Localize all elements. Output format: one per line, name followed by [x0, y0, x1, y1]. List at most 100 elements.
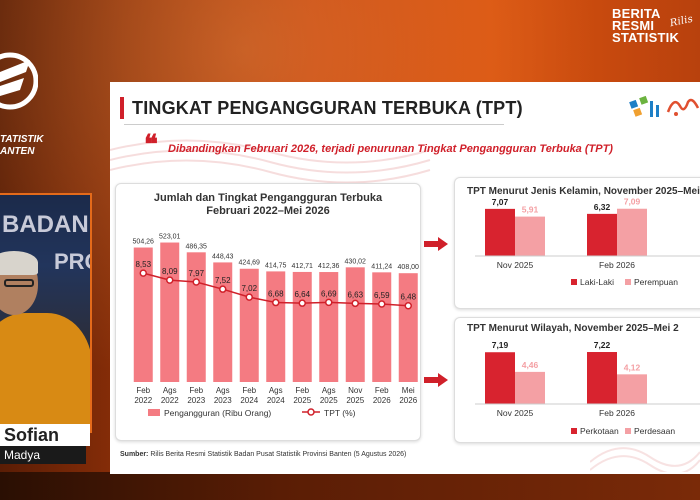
tpt-point: [272, 298, 280, 307]
bar-value-label: 523,01: [159, 234, 181, 241]
x-tick-label: Ags: [163, 386, 177, 395]
tpt-value-label: 7,02: [241, 284, 257, 293]
decorative-waves-bottom: [590, 447, 700, 472]
bar-value-label: 430,02: [345, 258, 367, 265]
org-line-2: ANTEN: [0, 146, 35, 157]
source-note: Sumber: Rilis Berita Resmi Statistik Bad…: [120, 451, 406, 458]
bar-value-label: 7,22: [594, 340, 611, 350]
bar-pengangguran: [398, 273, 418, 382]
bar-value-label: 448,43: [212, 253, 234, 260]
presenter-body: [0, 313, 90, 431]
tpt-point: [139, 269, 147, 277]
tpt-point: [325, 298, 333, 307]
x-tick-label: Nov: [348, 386, 362, 395]
legend-label-bar: Pengangguran (Ribu Orang): [164, 408, 271, 418]
quote-icon: ❝: [144, 130, 158, 160]
x-tick-label: Ags: [216, 386, 230, 395]
tpt-point: [378, 300, 386, 308]
bar-value-label: 504,26: [133, 239, 155, 246]
x-tick-label: Feb 2026: [599, 408, 635, 418]
x-tick-label: Feb: [242, 386, 256, 395]
bps-logo-icon: [629, 95, 659, 117]
gender-chart: 7,07 5,91 Nov 2025 6,32 7,09 Feb 2026 Laki-Lak…: [475, 198, 700, 287]
tpt-value-label: 6,48: [400, 293, 416, 302]
bar-value-label: 7,07: [492, 198, 509, 207]
presenter-title: Madya: [0, 446, 86, 464]
bar-perempuan: [617, 208, 647, 256]
bar-perdesaan: [515, 371, 545, 404]
legend-label: Laki-Laki: [580, 277, 614, 287]
bar-pengangguran: [213, 262, 233, 382]
bar-value-label: 408,00: [398, 264, 420, 271]
tpt-value-label: 6,68: [268, 290, 284, 299]
x-tick-label: 2025: [320, 396, 338, 405]
bar-value-label: 486,35: [186, 243, 208, 250]
arrow-right-icon: [424, 237, 448, 251]
arrow-right-icon: [424, 373, 448, 387]
bar-value-label: 4,46: [522, 360, 539, 370]
x-tick-label: Mei: [402, 386, 415, 395]
x-tick-label: 2026: [373, 396, 391, 405]
bar-laki-laki: [587, 213, 617, 256]
legend-swatch: [571, 428, 577, 434]
x-tick-label: 2024: [267, 396, 285, 405]
bar-value-label: 424,69: [239, 260, 261, 267]
legend-label: Perdesaan: [634, 426, 675, 436]
region-chart-panel: TPT Menurut Wilayah, November 2025–Mei 2…: [454, 317, 700, 443]
bar-value-label: 414,75: [265, 262, 287, 269]
gender-chart-title: TPT Menurut Jenis Kelamin, November 2025…: [467, 186, 700, 197]
legend-label: Perempuan: [634, 277, 678, 287]
tpt-point: [245, 293, 253, 301]
bar-value-label: 7,09: [624, 198, 641, 207]
main-chart-panel: Jumlah dan Tingkat Pengangguran Terbuka …: [115, 183, 421, 441]
bar-value-label: 412,71: [292, 263, 314, 270]
bar-perkotaan: [485, 352, 515, 404]
presenter-hair: [0, 251, 38, 275]
x-tick-label: Feb: [189, 386, 203, 395]
presenter-glasses: [4, 279, 34, 287]
tpt-point: [192, 278, 200, 286]
backdrop-text-1: BADAN: [2, 211, 89, 238]
x-tick-label: Nov 2025: [497, 260, 534, 270]
legend-label: Perkotaan: [580, 426, 619, 436]
gender-chart-panel: TPT Menurut Jenis Kelamin, November 2025…: [454, 177, 700, 309]
bar-perdesaan: [617, 374, 647, 404]
x-tick-label: Feb: [136, 386, 150, 395]
x-tick-label: 2025: [293, 396, 311, 405]
x-tick-label: Feb: [375, 386, 389, 395]
tpt-value-label: 8,53: [135, 260, 151, 269]
x-tick-label: Feb: [295, 386, 309, 395]
bar-perkotaan: [587, 352, 617, 404]
main-chart-title-line-1: Jumlah dan Tingkat Pengangguran Terbuka: [153, 192, 383, 204]
x-tick-label: Ags: [269, 386, 283, 395]
tpt-point: [404, 301, 412, 310]
legend-swatch: [571, 279, 577, 285]
legend-marker-line: [307, 408, 315, 416]
backdrop-text-2: PRO: [54, 249, 90, 274]
legend-swatch-bar: [148, 409, 160, 416]
tpt-point: [166, 276, 174, 284]
tpt-point: [298, 299, 306, 307]
tpt-point: [219, 285, 227, 293]
x-tick-label: 2026: [399, 396, 417, 405]
bar-value-label: 6,32: [594, 202, 611, 212]
main-chart: 504,26Feb2022523,01Ags2022486,35Feb20234…: [133, 234, 420, 418]
tpt-value-label: 7,97: [188, 269, 204, 278]
bar-perempuan: [515, 216, 545, 256]
x-tick-label: Nov 2025: [497, 408, 534, 418]
region-chart: 7,19 4,46 Nov 2025 7,22 4,12 Feb 2026 Perkotaa…: [475, 340, 700, 436]
bar-pengangguran: [160, 242, 180, 382]
brand-line-3: STATISTIK: [612, 30, 680, 45]
region-chart-title: TPT Menurut Wilayah, November 2025–Mei 2: [467, 323, 679, 334]
ornament-icon: [666, 98, 700, 116]
bottom-bar: [0, 472, 700, 500]
presenter-video: BADAN PRO: [0, 193, 92, 433]
tpt-value-label: 6,63: [347, 290, 363, 299]
tpt-point: [351, 299, 359, 308]
tpt-value-label: 6,69: [321, 289, 337, 298]
brand-line-2: RESMI: [612, 18, 655, 33]
bar-value-label: 411,24: [371, 263, 392, 270]
bar-pengangguran: [133, 247, 153, 382]
brand-logo: BERITA RESMI STATISTIK Rilis: [612, 7, 694, 45]
bps-emblem-icon: [0, 52, 38, 110]
